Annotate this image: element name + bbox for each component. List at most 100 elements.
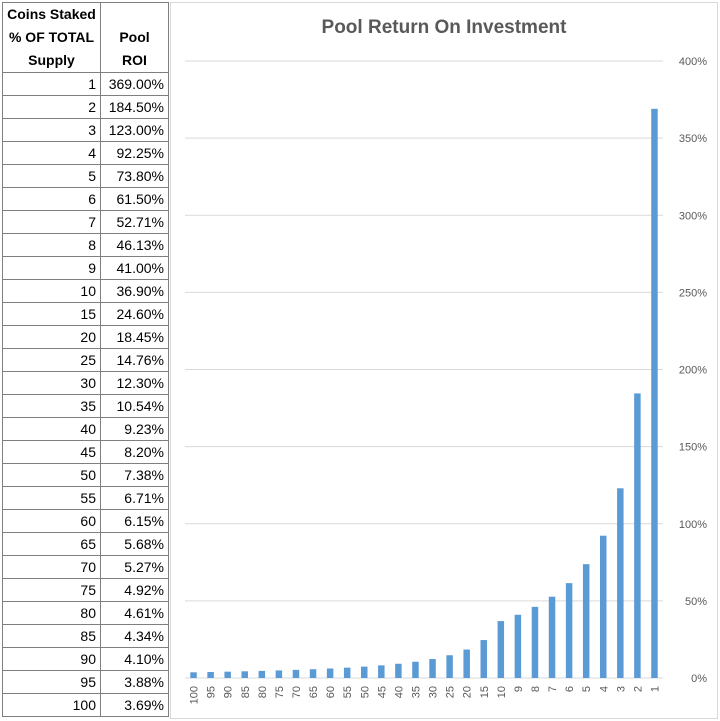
table-row: 40 9.23% bbox=[2, 417, 169, 441]
cell-pool-roi: 369.00% bbox=[100, 72, 169, 96]
x-tick-label: 20 bbox=[462, 686, 474, 698]
cell-pool-roi: 5.27% bbox=[100, 555, 169, 579]
cell-pct-supply: 75 bbox=[2, 578, 101, 602]
cell-pool-roi: 73.80% bbox=[100, 164, 169, 188]
x-tick-label: 25 bbox=[445, 686, 457, 698]
cell-pct-supply: 30 bbox=[2, 371, 101, 395]
table-row: 95 3.88% bbox=[2, 670, 169, 694]
x-tick-label: 10 bbox=[496, 686, 508, 698]
table-row: 8 46.13% bbox=[2, 233, 169, 257]
table-row: 25 14.76% bbox=[2, 348, 169, 372]
x-tick-label: 2 bbox=[632, 686, 644, 692]
x-tick-label: 50 bbox=[359, 686, 371, 698]
cell-pct-supply: 10 bbox=[2, 279, 101, 303]
header-line: % OF TOTAL bbox=[8, 29, 95, 45]
table-row: 20 18.45% bbox=[2, 325, 169, 349]
cell-pool-roi: 123.00% bbox=[100, 118, 169, 142]
table-row: 85 4.34% bbox=[2, 624, 169, 648]
bar bbox=[292, 669, 300, 678]
x-tick-label: 95 bbox=[206, 686, 218, 698]
bar bbox=[514, 614, 522, 678]
y-tick-label: 0% bbox=[691, 673, 707, 685]
bar bbox=[343, 667, 351, 678]
chart-title: Pool Return On Investment bbox=[321, 17, 567, 38]
cell-pct-supply: 7 bbox=[2, 210, 101, 234]
table-row: 7 52.71% bbox=[2, 210, 169, 234]
cell-pool-roi: 184.50% bbox=[100, 95, 169, 119]
table-row: 100 3.69% bbox=[2, 693, 169, 717]
header-coins-staked: Coins Staked % OF TOTAL Supply bbox=[2, 2, 101, 73]
table-row: 30 12.30% bbox=[2, 371, 169, 395]
x-tick-label: 30 bbox=[428, 686, 440, 698]
table-row: 65 5.68% bbox=[2, 532, 169, 556]
x-tick-label: 75 bbox=[274, 686, 286, 698]
bar bbox=[429, 659, 436, 678]
cell-pool-roi: 8.20% bbox=[100, 440, 169, 464]
cell-pct-supply: 4 bbox=[2, 141, 101, 165]
cell-pct-supply: 35 bbox=[2, 394, 101, 418]
cell-pool-roi: 6.15% bbox=[100, 509, 169, 533]
y-tick-label: 350% bbox=[679, 133, 707, 145]
table-row: 45 8.20% bbox=[2, 440, 169, 464]
x-tick-label: 4 bbox=[598, 686, 610, 692]
bar bbox=[463, 649, 470, 678]
bar bbox=[531, 606, 539, 678]
cell-pct-supply: 40 bbox=[2, 417, 101, 441]
table-row: 60 6.15% bbox=[2, 509, 169, 533]
cell-pool-roi: 41.00% bbox=[100, 256, 169, 280]
table-row: 5 73.80% bbox=[2, 164, 169, 188]
cell-pool-roi: 7.38% bbox=[100, 463, 169, 487]
bar bbox=[565, 583, 573, 678]
x-tick-label: 85 bbox=[240, 686, 252, 698]
x-tick-label: 70 bbox=[291, 686, 303, 698]
table-row: 15 24.60% bbox=[2, 302, 169, 326]
bar bbox=[258, 670, 266, 678]
x-tick-label: 65 bbox=[308, 686, 320, 698]
x-tick-label: 9 bbox=[513, 686, 525, 692]
table-row: 50 7.38% bbox=[2, 463, 169, 487]
cell-pool-roi: 92.25% bbox=[100, 141, 169, 165]
cell-pct-supply: 85 bbox=[2, 624, 101, 648]
header-line: Coins Staked bbox=[7, 6, 96, 22]
bar bbox=[190, 672, 197, 678]
y-tick-label: 200% bbox=[679, 365, 707, 377]
cell-pct-supply: 50 bbox=[2, 463, 101, 487]
cell-pct-supply: 55 bbox=[2, 486, 101, 510]
bar bbox=[634, 393, 641, 678]
x-tick-label: 40 bbox=[393, 686, 405, 698]
x-tick-label: 45 bbox=[376, 686, 388, 698]
cell-pct-supply: 90 bbox=[2, 647, 101, 671]
x-tick-label: 3 bbox=[615, 686, 627, 692]
table-row: 10 36.90% bbox=[2, 279, 169, 303]
bar bbox=[361, 666, 368, 678]
bar bbox=[412, 661, 419, 678]
table-row: 3 123.00% bbox=[2, 118, 169, 142]
x-tick-label: 5 bbox=[581, 686, 593, 692]
cell-pct-supply: 80 bbox=[2, 601, 101, 625]
cell-pool-roi: 4.34% bbox=[100, 624, 169, 648]
bar bbox=[582, 564, 590, 678]
x-tick-label: 100 bbox=[189, 686, 201, 704]
cell-pool-roi: 14.76% bbox=[100, 348, 169, 372]
cell-pool-roi: 4.92% bbox=[100, 578, 169, 602]
header-line: Supply bbox=[28, 52, 75, 68]
cell-pct-supply: 9 bbox=[2, 256, 101, 280]
cell-pct-supply: 5 bbox=[2, 164, 101, 188]
cell-pool-roi: 10.54% bbox=[100, 394, 169, 418]
table-row: 55 6.71% bbox=[2, 486, 169, 510]
table-row: 35 10.54% bbox=[2, 394, 169, 418]
cell-pct-supply: 1 bbox=[2, 72, 101, 96]
cell-pct-supply: 70 bbox=[2, 555, 101, 579]
table-body: 1 369.00% 2 184.50% 3 123.00% 4 92.25% 5 73.80% 6 6… bbox=[2, 72, 169, 717]
bar bbox=[224, 671, 231, 678]
bar bbox=[446, 655, 453, 678]
bar bbox=[497, 621, 505, 678]
cell-pool-roi: 3.88% bbox=[100, 670, 169, 694]
table-row: 75 4.92% bbox=[2, 578, 169, 602]
bar bbox=[480, 640, 487, 678]
cell-pct-supply: 95 bbox=[2, 670, 101, 694]
x-tick-label: 15 bbox=[479, 686, 491, 698]
cell-pool-roi: 61.50% bbox=[100, 187, 169, 211]
table-row: 90 4.10% bbox=[2, 647, 169, 671]
cell-pct-supply: 65 bbox=[2, 532, 101, 556]
